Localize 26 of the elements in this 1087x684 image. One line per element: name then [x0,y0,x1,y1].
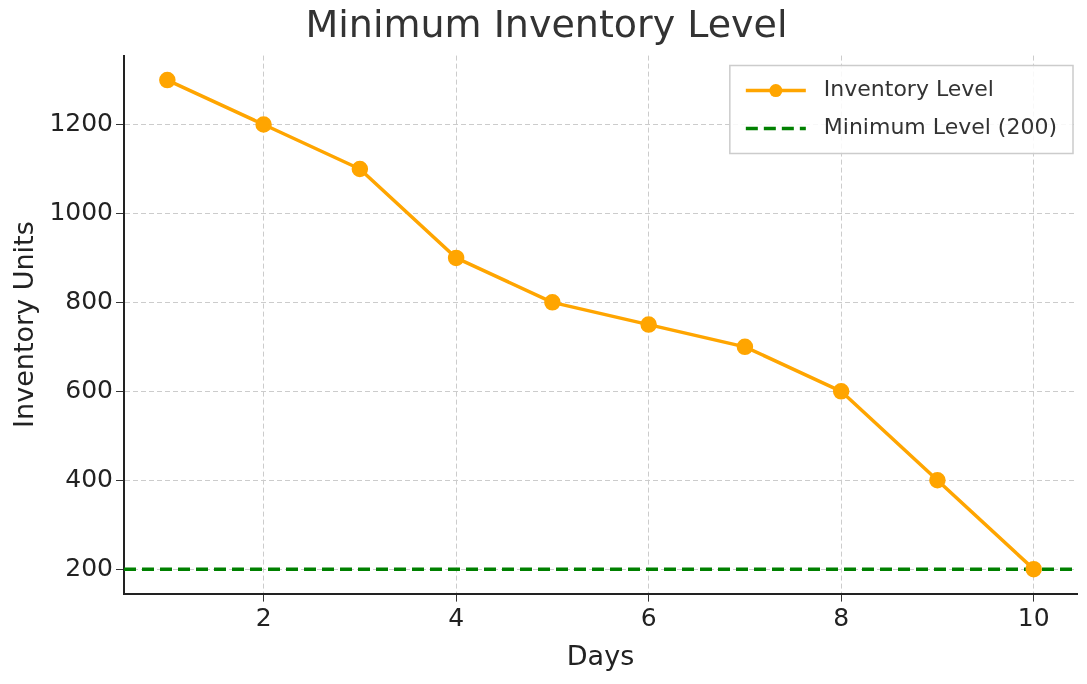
point [255,116,272,133]
y-tick-label: 600 [65,374,114,404]
y-tick-label: 1200 [49,108,114,138]
point [832,383,850,400]
x-axis-title: Days [566,639,635,671]
x-tick-label: 2 [255,603,272,633]
point [929,471,946,489]
x-tick-label: 6 [640,603,657,633]
point [1025,560,1042,578]
y-axis-title: Inventory Units [8,221,40,428]
legend-label: Inventory Level [823,76,994,102]
x-tick-label: 4 [448,603,465,633]
legend-label: Minimum Level (200) [823,114,1057,140]
point [640,316,657,333]
point [736,338,754,356]
y-tick-label: 800 [65,285,114,315]
point [544,294,561,311]
x-tick-label: 8 [833,603,850,633]
y-tick-label: 1000 [49,196,114,226]
point [159,71,176,89]
y-tick-label: 400 [65,463,114,493]
point [447,249,465,267]
chart-title: Minimum Inventory Level [305,1,788,46]
y-tick-label: 200 [65,552,114,582]
x-tick-label: 10 [1017,603,1050,633]
point [351,160,369,178]
